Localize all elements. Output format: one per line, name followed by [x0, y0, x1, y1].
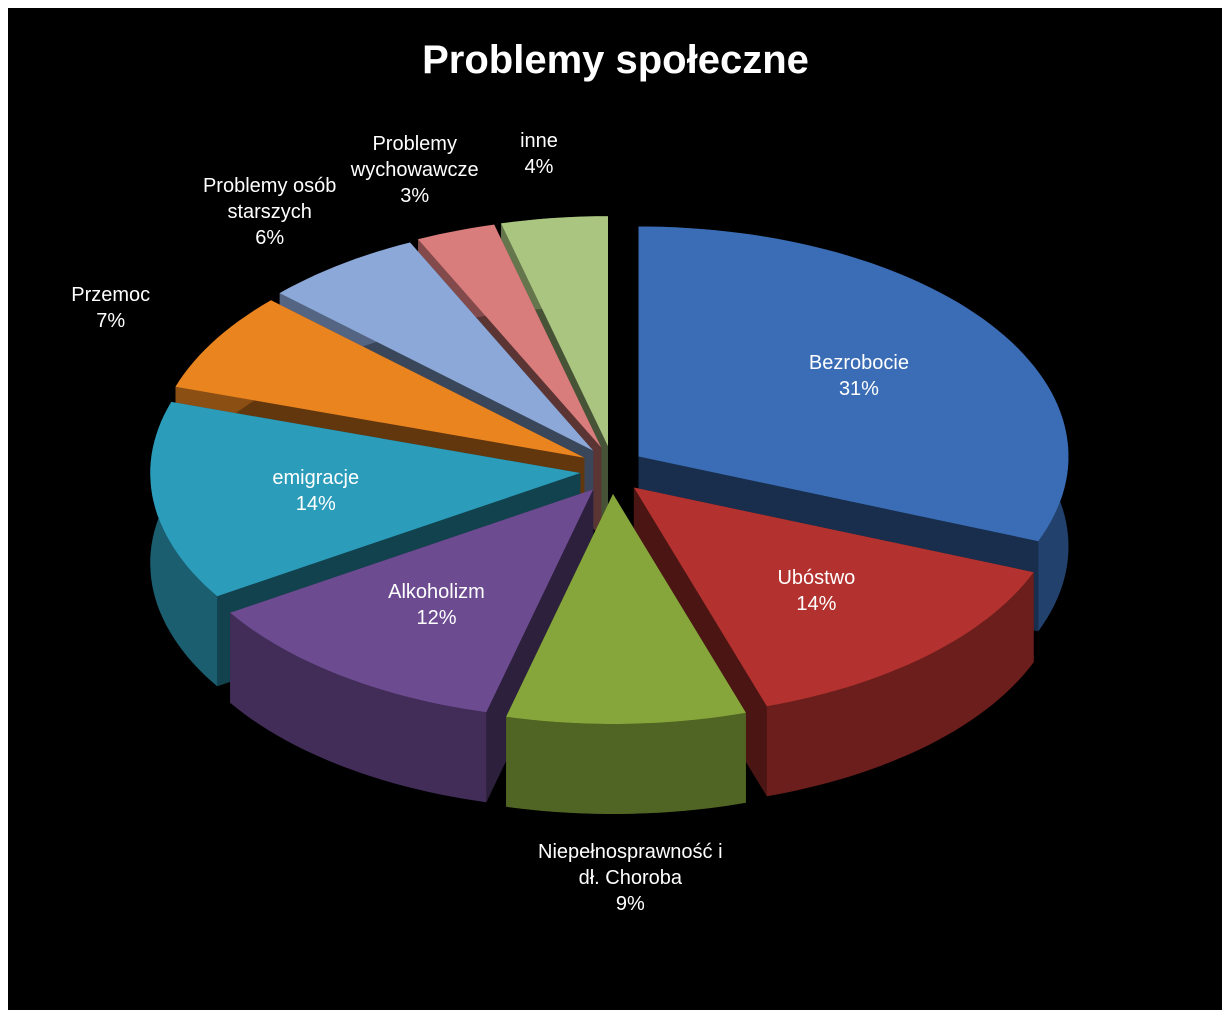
- slice: [506, 494, 746, 814]
- data-label: Przemoc 7%: [11, 282, 211, 334]
- label-category: Przemoc: [71, 283, 151, 306]
- slice-wall: [766, 572, 1034, 797]
- label-value: 12%: [416, 606, 457, 629]
- label-value: 31%: [838, 378, 879, 401]
- label-value: 4%: [524, 156, 554, 179]
- slice: [633, 487, 1034, 707]
- label-value: 14%: [796, 593, 837, 616]
- chart-title: Problemy społeczne: [422, 38, 809, 82]
- slice-wall: [230, 612, 487, 803]
- data-label: Ubóstwo 14%: [716, 565, 916, 617]
- label-category: Alkoholizm: [388, 580, 485, 603]
- label-value: 3%: [400, 185, 430, 208]
- slice: [279, 242, 594, 451]
- slice: [150, 401, 581, 597]
- slice: [501, 216, 608, 447]
- slice-wall: [506, 712, 746, 814]
- slice: [506, 494, 746, 724]
- label-value: 14%: [295, 492, 336, 515]
- label-category: Problemy wychowawcze: [350, 133, 479, 182]
- label-category: Problemy osób starszych: [202, 175, 337, 224]
- label-category: Niepełnosprawność i dł. Choroba: [538, 841, 723, 890]
- label-category: emigracje: [272, 466, 360, 489]
- data-label: Problemy wychowawcze 3%: [315, 131, 515, 209]
- label-value: 7%: [96, 309, 126, 332]
- slice: [230, 489, 594, 803]
- data-label: Bezrobocie 31%: [759, 350, 959, 402]
- label-category: Ubóstwo: [777, 567, 856, 590]
- label-category: inne: [520, 130, 558, 153]
- label-value: 6%: [255, 227, 285, 250]
- data-label: Niepełnosprawność i dł. Choroba 9%: [530, 839, 730, 917]
- data-label: inne 4%: [439, 128, 639, 180]
- label-category: Bezrobocie: [808, 352, 909, 375]
- data-label: emigracje 14%: [216, 465, 416, 517]
- slice: [175, 300, 585, 458]
- data-label: Alkoholizm 12%: [336, 579, 536, 631]
- slice: [638, 226, 1069, 542]
- label-value: 9%: [615, 893, 645, 916]
- slice: [230, 489, 594, 713]
- slice: [418, 224, 602, 448]
- data-label: Problemy osób starszych 6%: [170, 173, 370, 251]
